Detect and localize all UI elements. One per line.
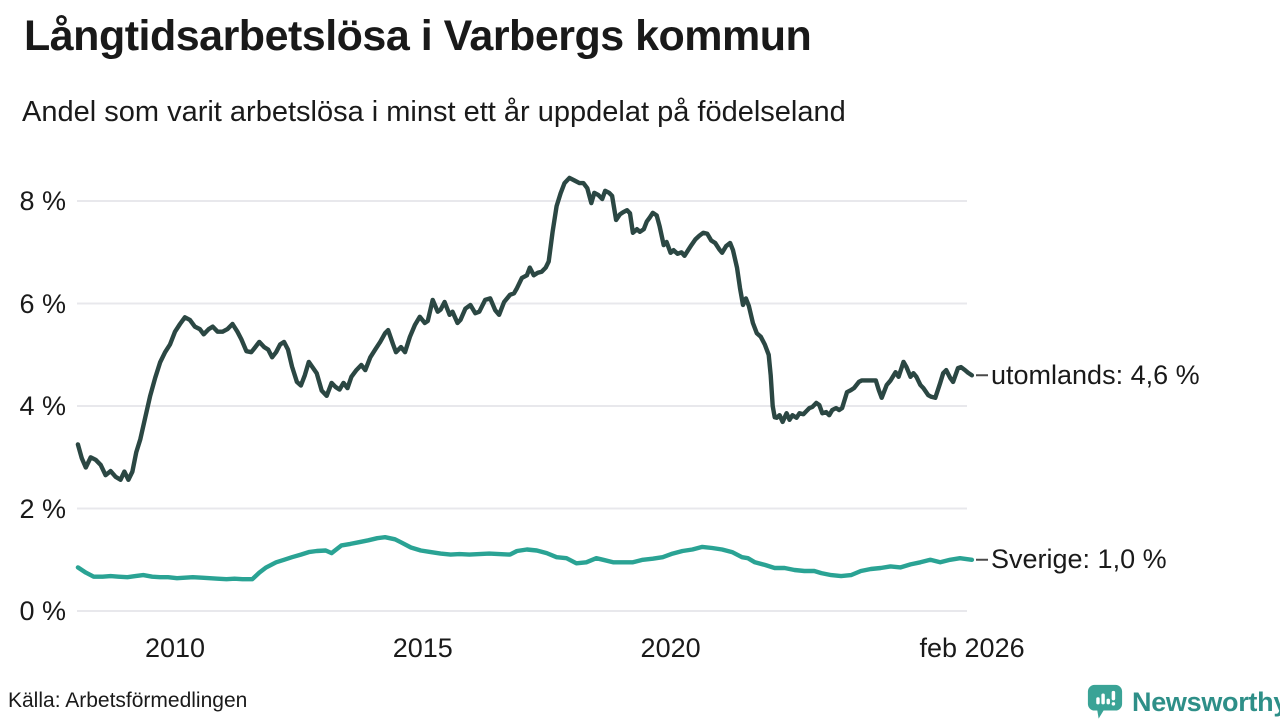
x-axis-tick-label: 2020 — [640, 633, 701, 663]
y-axis-tick-label: 6 % — [19, 288, 66, 319]
x-axis-tick-label: 2015 — [392, 633, 453, 663]
newsworthy-bubble-bar-chart-icon — [1087, 684, 1123, 719]
newsworthy-wordmark: Newsworthy — [1132, 686, 1280, 717]
y-axis-tick-label: 4 % — [19, 391, 66, 421]
y-axis-tick-label: 2 % — [19, 493, 66, 524]
source-note: Källa: Arbetsförmedlingen — [8, 689, 248, 712]
chart-subtitle: Andel som varit arbetslösa i minst ett å… — [22, 96, 846, 128]
y-axis-tick-label: 8 % — [19, 186, 66, 216]
y-axis-tick-label: 0 % — [19, 596, 66, 626]
series-end-label-sverige: Sverige: 1,0 % — [991, 544, 1167, 575]
chart-title: Långtidsarbetslösa i Varbergs kommun — [24, 12, 812, 60]
series-line-Sverige — [75, 535, 975, 582]
x-axis-tick-label: feb 2026 — [919, 633, 1025, 663]
series-end-label-utomlands: utomlands: 4,6 % — [991, 359, 1200, 390]
series-line-utomlands — [75, 175, 975, 482]
newsworthy-logo[interactable]: Newsworthy — [1086, 683, 1280, 720]
x-axis-tick-label: 2010 — [144, 633, 206, 663]
